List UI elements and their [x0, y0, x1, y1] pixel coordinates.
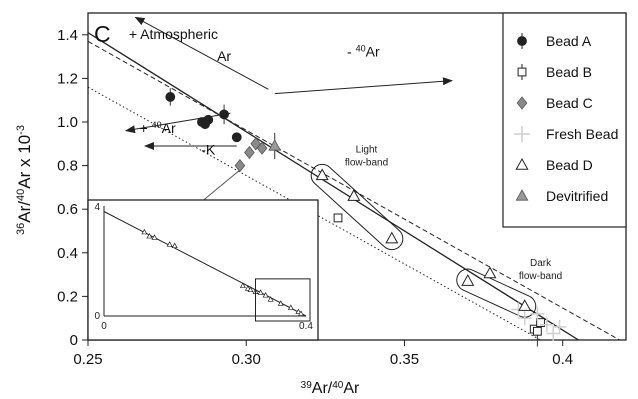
bead-a-point [165, 92, 176, 102]
fresh-bead-point [517, 311, 532, 326]
legend-marker-fresh-bead [514, 126, 530, 142]
bead-d-point [518, 299, 532, 311]
x-axis-ticks: 0.25 0.30 0.35 0.4 [73, 340, 573, 368]
panel-label: C [94, 21, 111, 47]
inset-point [239, 282, 246, 288]
legend-label-devitrified: Devitrified [546, 188, 608, 204]
direction-arrow [124, 112, 231, 134]
bead-b-point [532, 326, 542, 336]
x-tick-label: 0.4 [552, 351, 573, 368]
inset-plot: 4 00 0.4 [87, 199, 319, 341]
legend-label-bead-d: Bead D [546, 157, 593, 173]
data-points [165, 88, 567, 347]
y-tick-label: 0.8 [57, 158, 78, 175]
inset-y-tick-label: 0 [94, 311, 100, 322]
bead-a-point [219, 109, 229, 120]
inset-point [257, 289, 264, 295]
annotation-label: Ar [217, 48, 231, 64]
dark-flow-band-outline [456, 268, 537, 318]
fresh-bead-point [539, 317, 554, 332]
devitrified-point [268, 139, 282, 151]
bead-b-point [333, 213, 343, 223]
inset-point [287, 304, 294, 310]
annotation-label: flow-band [345, 158, 388, 169]
inset-point [297, 310, 304, 316]
legend-marker-bead-b [517, 67, 527, 77]
inset-point [247, 286, 254, 293]
inset-point [151, 234, 158, 240]
fresh-bead-point [530, 306, 545, 321]
y-axis-label: 36Ar/40Ar x 10-3 [15, 125, 34, 235]
bead-d-point [483, 266, 497, 279]
inset-point [166, 241, 173, 247]
y-tick-label: 1.2 [57, 70, 78, 87]
x-tick-label: 0.30 [232, 351, 261, 368]
bead-d-point [315, 168, 329, 181]
flow-band-outlines [310, 163, 537, 318]
bead-d-point [347, 189, 361, 201]
inset-point [277, 300, 284, 306]
legend-marker-bead-c [516, 96, 528, 110]
inset-x-tick-label: 0.4 [299, 321, 313, 332]
solid-regression-line [88, 32, 579, 340]
inset-y-tick-label: 4 [94, 202, 100, 213]
x-tick-label: 0.25 [73, 351, 102, 368]
bead-d-point [461, 274, 475, 286]
fresh-bead-point [546, 326, 561, 341]
annotations: + Atmospheric Ar - 40Ar + 40Ar -K Light flow-b… [129, 26, 562, 282]
legend-marker-devitrified [515, 189, 529, 201]
y-tick-label: 1.0 [57, 114, 78, 131]
annotation-label: + 40Ar [140, 120, 176, 136]
annotation-label: + Atmospheric [129, 26, 218, 42]
annotation-label: Dark [530, 258, 552, 269]
bead-d-point [385, 231, 399, 244]
legend-label-bead-a: Bead A [546, 33, 592, 49]
y-tick-label: 0.4 [57, 245, 78, 262]
inset-regression-line [103, 211, 307, 317]
legend-label-bead-c: Bead C [546, 95, 593, 111]
dotted-regression-line [88, 86, 541, 340]
direction-arrow [134, 16, 269, 90]
inset-point [171, 242, 178, 249]
inset-point [295, 308, 302, 315]
inset-zoom-box [255, 278, 311, 322]
legend-marker-bead-d [515, 157, 529, 170]
direction-arrow [274, 77, 453, 95]
fresh-bead-point [552, 319, 567, 334]
annotation-label: - 40Ar [347, 44, 380, 60]
bead-b-point [536, 318, 545, 327]
inset-point [146, 232, 153, 239]
y-tick-label: 1.4 [57, 27, 78, 44]
bead-c-point [244, 145, 255, 160]
x-tick-label: 0.35 [390, 351, 419, 368]
y-tick-label: 0 [70, 332, 78, 349]
legend-label-bead-b: Bead B [546, 64, 592, 80]
y-tick-label: 0.6 [57, 201, 78, 218]
bead-c-point [256, 141, 268, 155]
y-tick-label: 0.2 [57, 288, 78, 305]
bead-a-point [231, 132, 242, 143]
inset-point [141, 228, 148, 235]
inset-x-tick-label: 0 [101, 321, 107, 332]
inset-point [262, 292, 269, 298]
legend: Bead A Bead B Bead C Fresh Bead Bead D Devitr… [502, 12, 627, 228]
bead-c-point [250, 137, 262, 151]
bead-c-point [234, 158, 246, 173]
annotation-label: Light [356, 145, 378, 156]
y-axis-ticks: 0 0.2 0.4 0.6 0.8 1.0 1.2 1.4 [57, 27, 88, 349]
x-axis-label: 39Ar/40Ar [301, 380, 360, 398]
bead-a-point [203, 114, 214, 125]
light-flow-band-outline [310, 163, 404, 251]
legend-marker-bead-a [517, 36, 527, 46]
legend-label-fresh-bead: Fresh Bead [546, 126, 618, 142]
legend-box [502, 12, 627, 228]
annotation-label: -K [201, 142, 216, 158]
annotation-label: flow-band [519, 271, 562, 282]
inset-point [267, 296, 274, 302]
